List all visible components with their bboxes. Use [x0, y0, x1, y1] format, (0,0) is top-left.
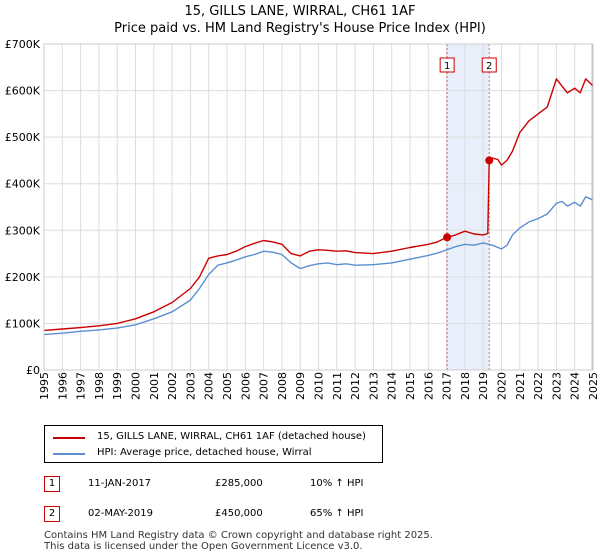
sale-marker-label: 1 [444, 61, 450, 72]
x-tick-label: 2017 [441, 372, 454, 400]
sale-period-shading [447, 44, 490, 370]
x-tick-label: 2011 [331, 372, 344, 400]
transaction-hpi-change: 65% ↑ HPI [310, 508, 364, 519]
x-tick-label: 2015 [404, 372, 417, 400]
chart-subtitle: Price paid vs. HM Land Registry's House … [114, 21, 486, 36]
sale-point [443, 233, 452, 242]
transaction-date: 11-JAN-2017 [88, 478, 152, 489]
y-tick-label: £500K [5, 131, 41, 144]
plot-frame [43, 43, 594, 371]
y-tick-label: £100K [5, 317, 41, 330]
transaction-price: £285,000 [215, 478, 263, 489]
sale-marker-badge [481, 57, 497, 73]
x-tick-label: 2016 [422, 372, 435, 400]
x-tick-label: 2002 [166, 372, 179, 400]
x-tick-label: 2004 [203, 372, 216, 400]
x-tick-label: 2010 [313, 372, 326, 400]
chart-legend: 15, GILLS LANE, WIRRAL, CH61 1AF (detach… [44, 425, 383, 463]
y-tick-label: £600K [5, 85, 41, 98]
x-tick-label: 2001 [148, 372, 161, 400]
x-tick-label: 2013 [367, 372, 380, 400]
x-tick-label: 2003 [184, 372, 197, 400]
transaction-hpi-change: 10% ↑ HPI [310, 478, 364, 489]
x-tick-label: 2005 [221, 372, 234, 400]
x-tick-label: 2007 [258, 372, 271, 400]
x-tick-label: 2021 [514, 372, 527, 400]
transaction-date: 02-MAY-2019 [88, 508, 154, 519]
x-tick-label: 2008 [276, 372, 289, 400]
y-tick-label: £200K [5, 271, 41, 284]
transaction-badge: 1 [44, 476, 60, 492]
x-tick-label: 1995 [38, 372, 51, 400]
x-tick-label: 2020 [496, 372, 509, 400]
x-tick-label: 1999 [111, 372, 124, 400]
sale-marker-badge [439, 57, 455, 73]
legend-swatch-hpi [53, 453, 85, 455]
x-tick-label: 2018 [459, 372, 472, 400]
x-tick-label: 1998 [93, 372, 106, 400]
y-tick-label: £300K [5, 224, 41, 237]
legend-label-hpi: HPI: Average price, detached house, Wirr… [97, 447, 312, 458]
x-tick-label: 2019 [477, 372, 490, 400]
x-tick-label: 1996 [56, 372, 69, 400]
transaction-row: 1 11-JAN-2017 £285,000 10% ↑ HPI [44, 476, 564, 496]
x-tick-label: 2022 [532, 372, 545, 400]
price-chart: 1 2 £0 £100K £200K £300K £400K £500K £600K £700K 1… [5, 38, 600, 400]
x-tick-label: 2023 [550, 372, 563, 400]
x-tick-label: 2000 [130, 372, 143, 400]
y-tick-label: £0 [26, 364, 40, 377]
sale-marker-label: 2 [486, 61, 492, 72]
transaction-badge: 2 [44, 506, 60, 522]
hpi-line [43, 196, 594, 336]
x-tick-label: 2025 [587, 372, 600, 400]
sale-point [485, 156, 494, 165]
footer-license: This data is licensed under the Open Gov… [44, 541, 363, 552]
x-tick-label: 1997 [75, 372, 88, 400]
x-tick-label: 2012 [349, 372, 362, 400]
y-tick-label: £400K [5, 178, 41, 191]
transaction-row: 2 02-MAY-2019 £450,000 65% ↑ HPI [44, 506, 564, 526]
x-tick-label: 2006 [239, 372, 252, 400]
legend-label-property: 15, GILLS LANE, WIRRAL, CH61 1AF (detach… [97, 431, 366, 442]
y-tick-label: £700K [5, 38, 41, 51]
x-tick-label: 2024 [569, 372, 582, 400]
footer-copyright: Contains HM Land Registry data © Crown c… [44, 530, 433, 541]
x-tick-label: 2009 [294, 372, 307, 400]
property-price-line [43, 78, 594, 332]
legend-swatch-property [53, 437, 85, 439]
chart-title: 15, GILLS LANE, WIRRAL, CH61 1AF [184, 4, 416, 19]
x-tick-label: 2014 [386, 372, 399, 400]
transaction-price: £450,000 [215, 508, 263, 519]
